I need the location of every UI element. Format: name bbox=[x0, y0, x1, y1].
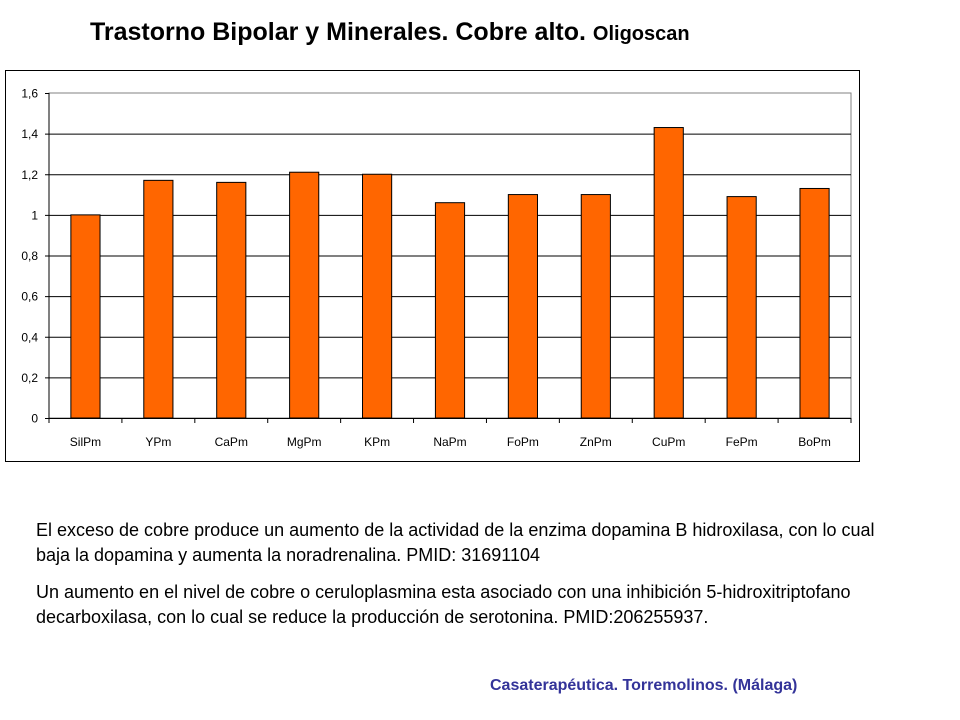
paragraph-copper-serotonin: Un aumento en el nivel de cobre o cerulo… bbox=[36, 582, 851, 627]
y-tick-label: 1,6 bbox=[21, 87, 38, 101]
bar-NaPm bbox=[434, 202, 466, 419]
title-main: Trastorno Bipolar y Minerales. Cobre alt… bbox=[90, 18, 586, 46]
x-tick-label: BoPm bbox=[798, 435, 831, 449]
bar-chart: 0 0,2 0,4 0,6 0,8 1 1,2 1,4 1,6 SilPm YPm CaPm MgPm K… bbox=[21, 87, 852, 449]
bar-FoPm bbox=[507, 194, 538, 419]
bar-KPm bbox=[362, 173, 393, 419]
bar-YPm bbox=[143, 179, 174, 419]
bar-CuPm bbox=[653, 127, 684, 419]
x-tick-label: SilPm bbox=[70, 435, 101, 449]
title-sub: Oligoscan bbox=[592, 23, 690, 45]
x-tick-label: YPm bbox=[145, 435, 171, 449]
x-tick-label: ZnPm bbox=[580, 435, 612, 449]
y-tick-label: 0,6 bbox=[21, 290, 38, 304]
bar-MgPm bbox=[289, 171, 320, 419]
bar-SilPm bbox=[70, 214, 101, 419]
y-tick-label: 0,2 bbox=[21, 371, 38, 385]
x-tick-label: MgPm bbox=[287, 435, 322, 449]
bar-BoPm bbox=[799, 187, 830, 419]
footer-credit: Casaterapéutica. Torremolinos. (Málaga) bbox=[490, 677, 798, 694]
y-tick-label: 1,2 bbox=[21, 168, 38, 182]
bar-ZnPm bbox=[580, 194, 611, 419]
y-tick-label: 1,4 bbox=[21, 127, 38, 141]
bar-FePm bbox=[726, 196, 757, 419]
paragraph-copper-dopamine: El exceso de cobre produce un aumento de… bbox=[36, 520, 875, 565]
chart-title: Trastorno Bipolar y Minerales. Cobre alt… bbox=[90, 18, 690, 47]
x-tick-label: NaPm bbox=[433, 435, 466, 449]
x-tick-label: FePm bbox=[726, 435, 758, 449]
x-tick-label: CaPm bbox=[215, 435, 248, 449]
chart-frame bbox=[5, 70, 860, 462]
y-tick-label: 0,4 bbox=[21, 330, 38, 344]
x-tick-label: KPm bbox=[364, 435, 390, 449]
x-tick-label: CuPm bbox=[652, 435, 685, 449]
y-tick-label: 1 bbox=[31, 208, 38, 222]
bar-CaPm bbox=[216, 181, 247, 419]
y-tick-label: 0 bbox=[31, 412, 38, 426]
x-tick-label: FoPm bbox=[507, 435, 539, 449]
y-tick-label: 0,8 bbox=[21, 249, 38, 263]
